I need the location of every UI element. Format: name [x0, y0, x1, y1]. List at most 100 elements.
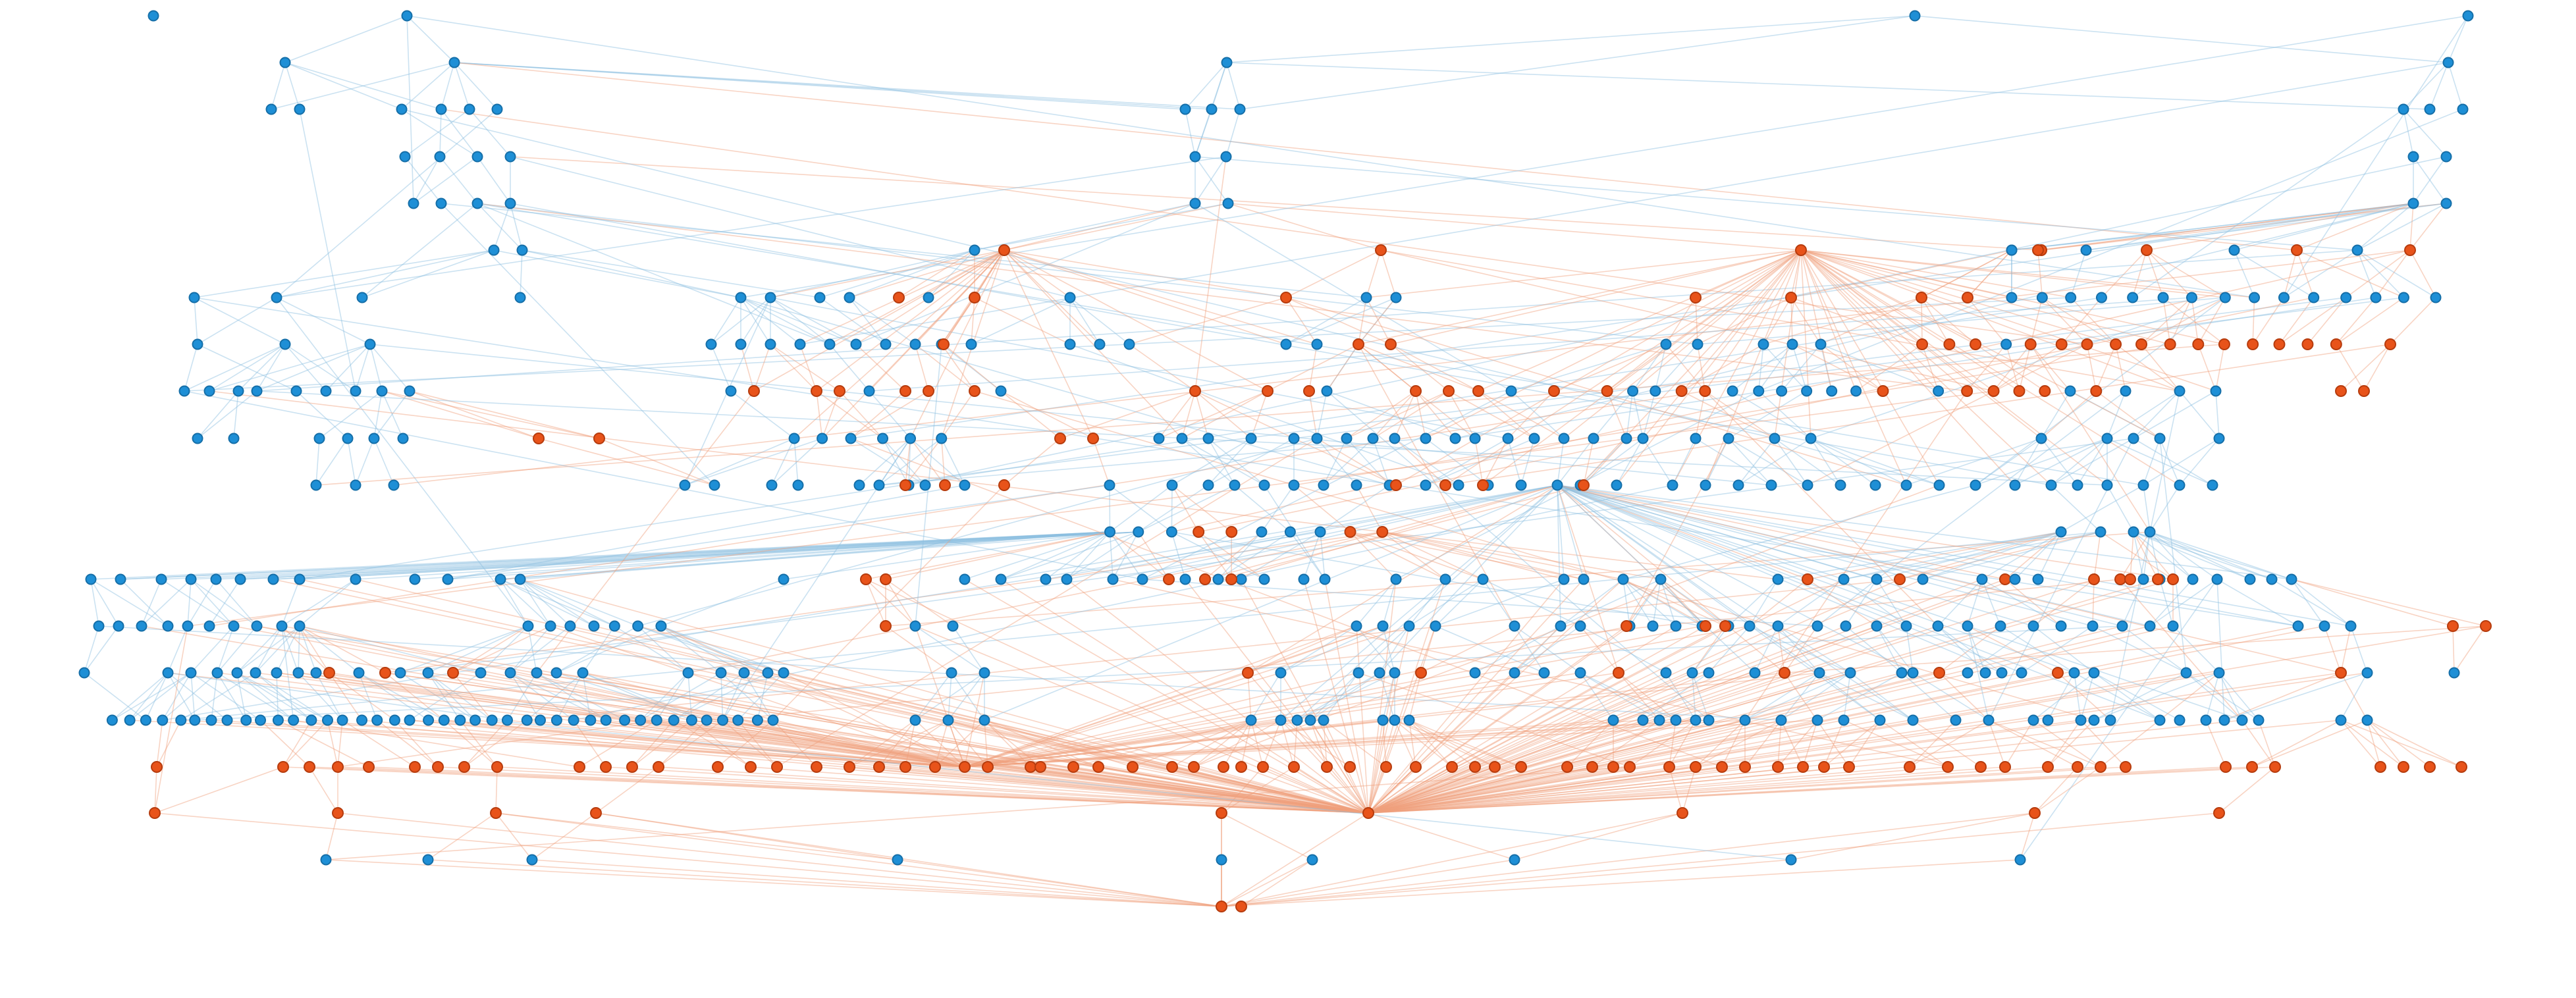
graph-node-blue[interactable] [2072, 479, 2083, 491]
graph-node-orange[interactable] [1410, 761, 1422, 773]
graph-node-blue[interactable] [124, 714, 136, 726]
graph-node-blue[interactable] [1753, 385, 1765, 397]
graph-node-orange[interactable] [2055, 338, 2068, 350]
graph-node-blue[interactable] [531, 667, 543, 679]
graph-node-orange[interactable] [2455, 761, 2467, 773]
graph-node-blue[interactable] [350, 479, 362, 491]
graph-node-blue[interactable] [568, 714, 579, 726]
graph-node-blue[interactable] [1933, 385, 1945, 397]
graph-node-orange[interactable] [811, 761, 822, 773]
graph-node-blue[interactable] [2064, 385, 2076, 397]
graph-node-orange[interactable] [1601, 385, 1613, 397]
graph-node-blue[interactable] [909, 338, 921, 350]
graph-node-blue[interactable] [632, 620, 644, 632]
graph-node-blue[interactable] [959, 573, 971, 585]
graph-node-blue[interactable] [2186, 292, 2197, 303]
graph-node-orange[interactable] [745, 761, 757, 773]
graph-node-orange[interactable] [834, 385, 845, 397]
graph-node-orange[interactable] [2246, 761, 2258, 773]
graph-node-orange[interactable] [1624, 761, 1636, 773]
graph-node-blue[interactable] [232, 385, 244, 397]
graph-node-blue[interactable] [1749, 667, 1761, 679]
graph-node-blue[interactable] [1933, 479, 1945, 491]
graph-node-orange[interactable] [1280, 292, 1292, 303]
graph-node-blue[interactable] [1739, 714, 1751, 726]
graph-node-blue[interactable] [288, 714, 300, 726]
graph-node-blue[interactable] [2095, 526, 2106, 538]
graph-node-blue[interactable] [2068, 667, 2080, 679]
graph-node-blue[interactable] [294, 103, 306, 115]
graph-node-blue[interactable] [1469, 667, 1481, 679]
graph-node-blue[interactable] [113, 620, 124, 632]
graph-node-orange[interactable] [1380, 761, 1392, 773]
graph-node-blue[interactable] [1351, 479, 1362, 491]
graph-node-blue[interactable] [2088, 667, 2100, 679]
graph-node-blue[interactable] [1670, 620, 1682, 632]
graph-node-blue[interactable] [1932, 620, 1944, 632]
graph-node-blue[interactable] [762, 667, 774, 679]
graph-node-blue[interactable] [1256, 526, 1268, 538]
graph-node-orange[interactable] [1410, 385, 1422, 397]
graph-node-blue[interactable] [1449, 433, 1461, 444]
graph-node-blue[interactable] [679, 479, 691, 491]
graph-node-blue[interactable] [1844, 667, 1856, 679]
graph-node-orange[interactable] [1235, 901, 1247, 912]
graph-node-blue[interactable] [2249, 292, 2261, 303]
graph-node-orange[interactable] [1785, 292, 1797, 303]
graph-node-blue[interactable] [1611, 479, 1623, 491]
graph-node-blue[interactable] [320, 854, 332, 866]
graph-node-orange[interactable] [2024, 338, 2037, 350]
graph-node-orange[interactable] [1225, 573, 1237, 585]
graph-node-orange[interactable] [899, 385, 911, 397]
graph-node-blue[interactable] [2361, 714, 2373, 726]
graph-node-orange[interactable] [2375, 761, 2386, 773]
graph-node-blue[interactable] [2398, 103, 2409, 115]
graph-node-blue[interactable] [272, 714, 284, 726]
graph-node-blue[interactable] [1403, 620, 1415, 632]
graph-node-blue[interactable] [1137, 573, 1148, 585]
graph-node-blue[interactable] [2027, 714, 2039, 726]
graph-node-blue[interactable] [353, 667, 365, 679]
graph-node-blue[interactable] [751, 714, 763, 726]
graph-node-blue[interactable] [2080, 244, 2092, 256]
graph-node-blue[interactable] [342, 433, 354, 444]
graph-node-blue[interactable] [732, 714, 744, 726]
graph-node-blue[interactable] [2128, 433, 2139, 444]
graph-node-blue[interactable] [709, 479, 720, 491]
graph-node-blue[interactable] [495, 573, 506, 585]
graph-node-blue[interactable] [1064, 338, 1076, 350]
graph-node-blue[interactable] [470, 714, 481, 726]
graph-node-orange[interactable] [1199, 573, 1211, 585]
graph-node-orange[interactable] [2072, 761, 2083, 773]
graph-node-blue[interactable] [2000, 338, 2012, 350]
graph-node-blue[interactable] [608, 620, 620, 632]
graph-node-blue[interactable] [682, 667, 694, 679]
graph-node-blue[interactable] [1874, 714, 1886, 726]
graph-node-blue[interactable] [1189, 197, 1201, 209]
graph-node-blue[interactable] [2407, 151, 2419, 163]
graph-node-blue[interactable] [514, 573, 526, 585]
graph-node-blue[interactable] [1389, 667, 1401, 679]
graph-node-blue[interactable] [2361, 667, 2373, 679]
graph-node-blue[interactable] [2009, 479, 2021, 491]
graph-node-orange[interactable] [2213, 807, 2225, 819]
graph-node-blue[interactable] [1869, 479, 1881, 491]
graph-node-blue[interactable] [651, 714, 662, 726]
graph-node-orange[interactable] [2447, 620, 2459, 632]
graph-node-blue[interactable] [635, 714, 647, 726]
graph-node-blue[interactable] [979, 667, 990, 679]
graph-node-orange[interactable] [2164, 338, 2176, 350]
graph-node-blue[interactable] [1578, 573, 1590, 585]
graph-node-orange[interactable] [1677, 807, 1688, 819]
graph-node-blue[interactable] [1245, 433, 1257, 444]
graph-node-orange[interactable] [1797, 761, 1809, 773]
graph-node-blue[interactable] [1776, 385, 1788, 397]
graph-node-blue[interactable] [788, 433, 800, 444]
graph-node-blue[interactable] [909, 714, 921, 726]
graph-node-blue[interactable] [1637, 714, 1649, 726]
graph-node-blue[interactable] [946, 667, 957, 679]
graph-node-orange[interactable] [899, 479, 911, 491]
graph-node-blue[interactable] [2335, 714, 2347, 726]
graph-node-orange[interactable] [2052, 667, 2064, 679]
graph-node-orange[interactable] [149, 807, 161, 819]
